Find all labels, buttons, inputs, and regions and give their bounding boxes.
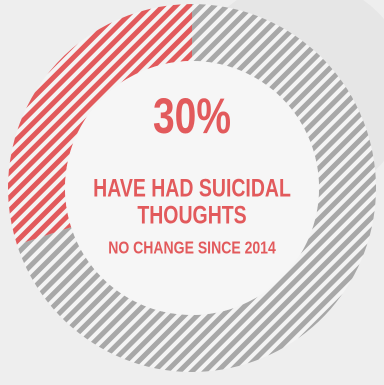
value-label: 30%	[153, 87, 231, 144]
donut-segment	[8, 4, 193, 245]
headline: HAVE HAD SUICIDAL	[93, 174, 291, 202]
headline: THOUGHTS	[137, 201, 246, 229]
donut-hole	[65, 61, 319, 315]
donut	[8, 4, 377, 372]
note: NO CHANGE SINCE 2014	[108, 238, 276, 258]
donut-segment	[17, 4, 377, 372]
